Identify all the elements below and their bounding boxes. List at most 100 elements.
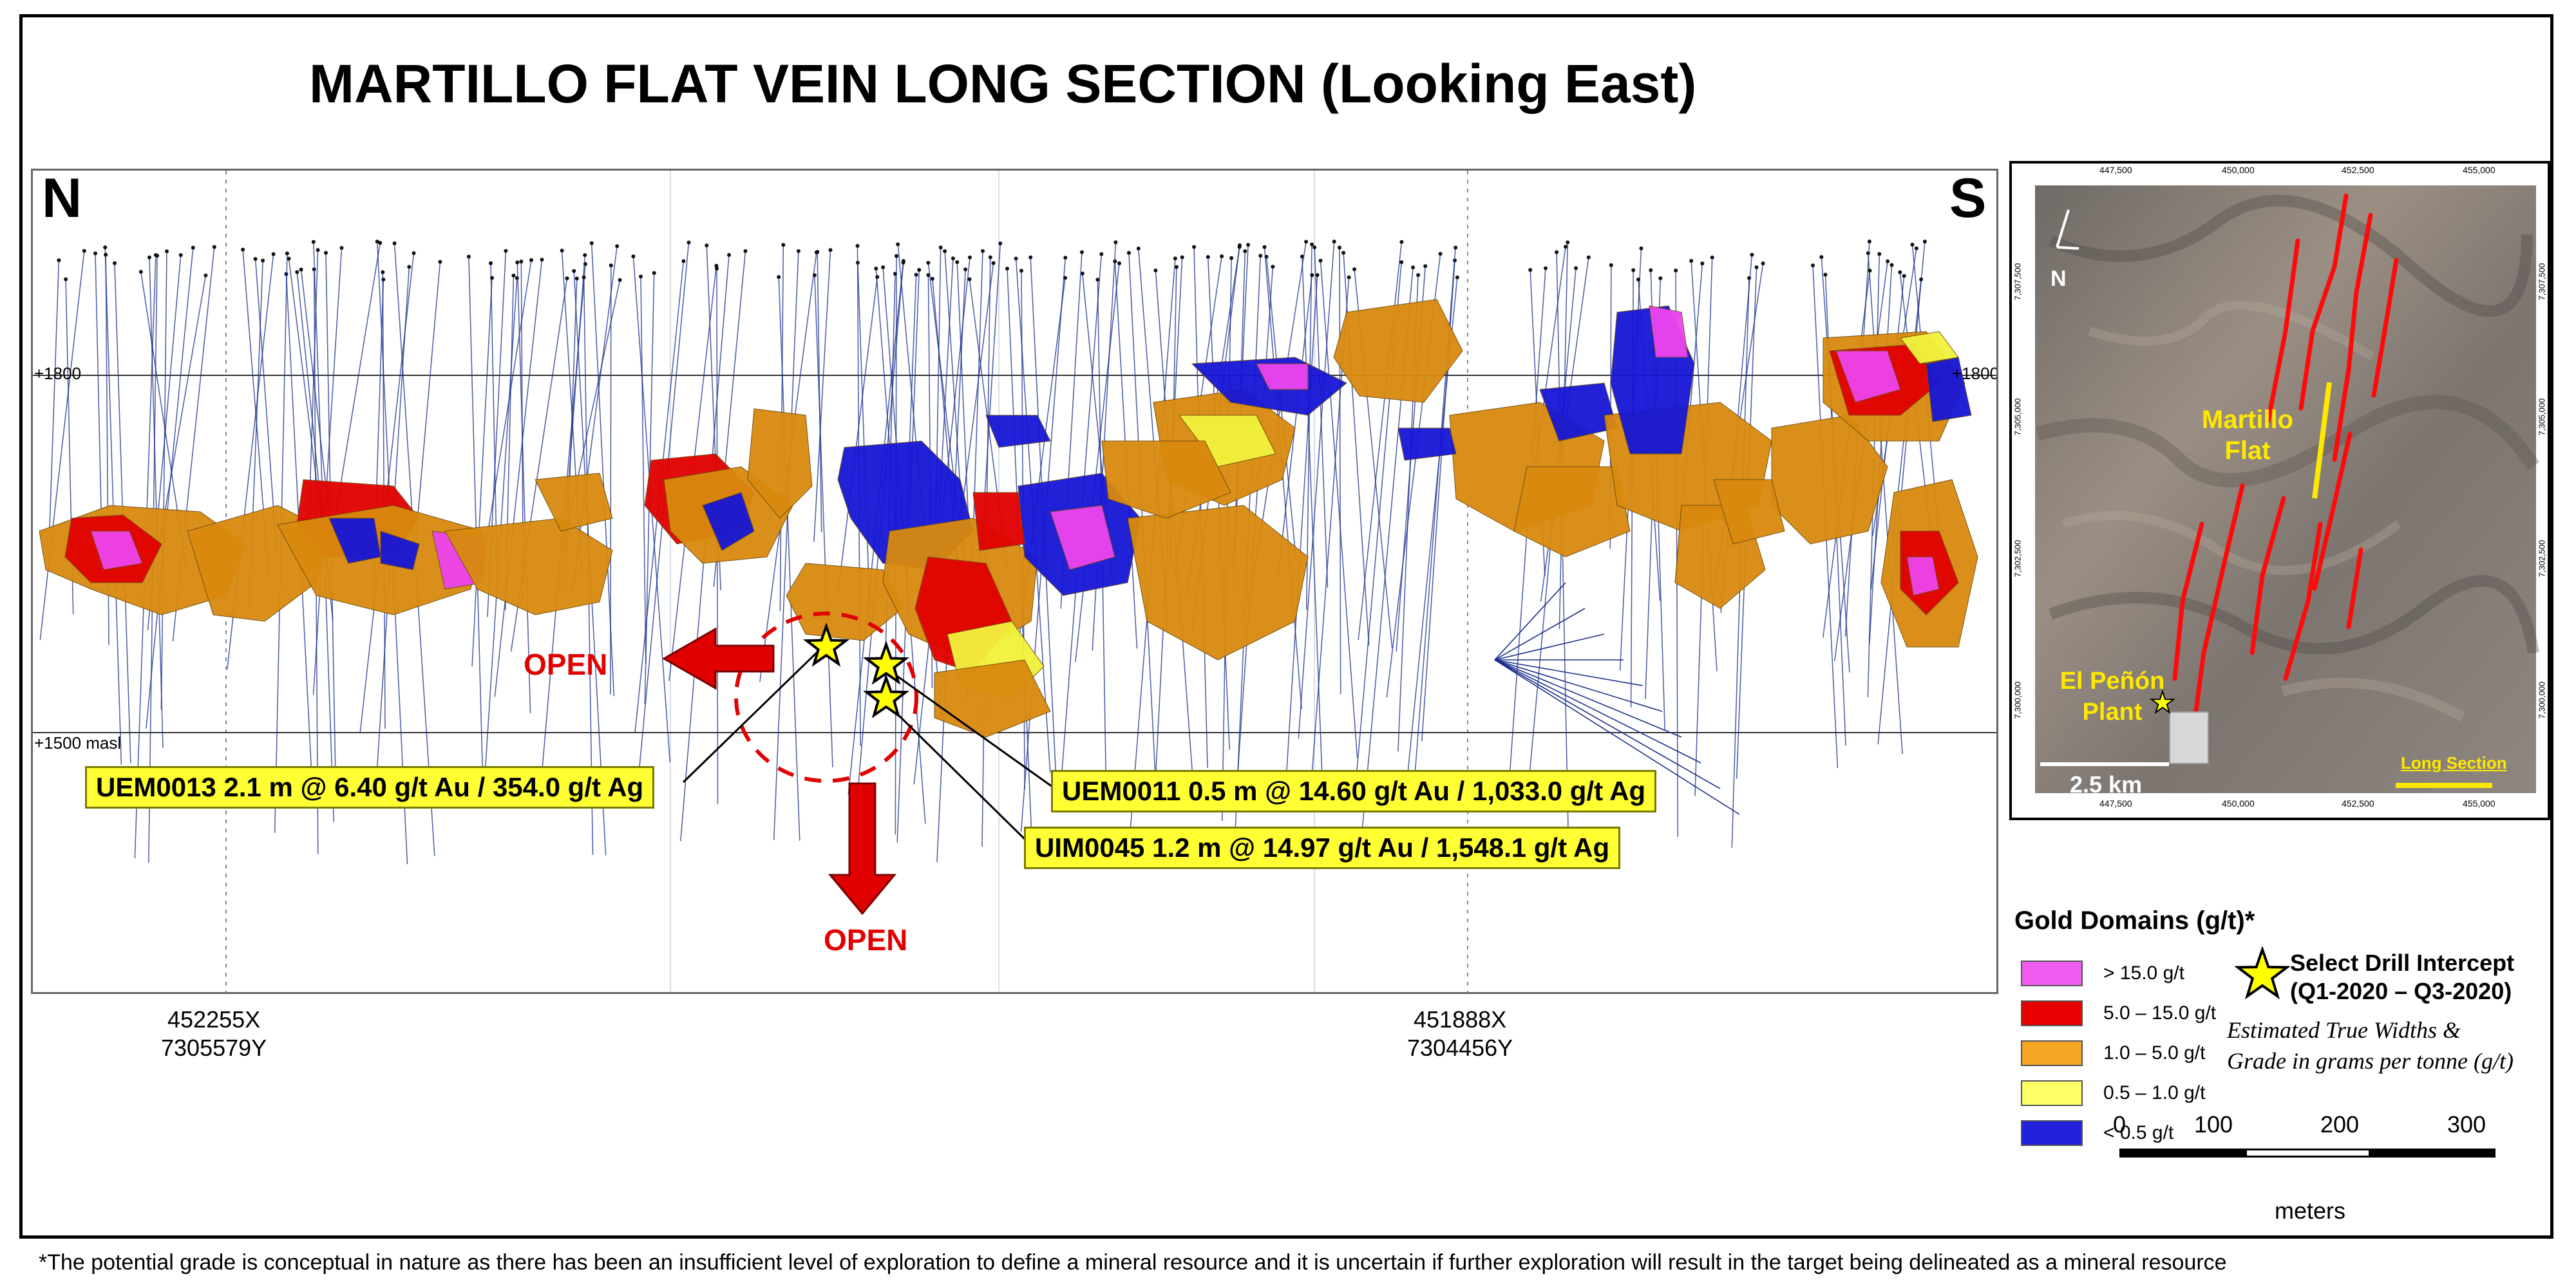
scale-unit-label: meters	[2275, 1197, 2346, 1224]
drillhole-collar	[1566, 240, 1570, 245]
drillhole-collar	[1300, 254, 1304, 259]
drillhole-collar	[490, 276, 494, 280]
north-arrow	[2056, 209, 2079, 250]
legend-title: Gold Domains (g/t)*	[2014, 906, 2255, 935]
drillhole-collar	[324, 250, 328, 255]
drillhole-collar	[926, 261, 931, 265]
select-intercept-line2: (Q1-2020 – Q3-2020)	[2290, 978, 2512, 1004]
drillhole-collar	[1310, 242, 1314, 247]
drillhole-collar	[515, 276, 519, 280]
figure-title: MARTILLO FLAT VEIN LONG SECTION (Looking…	[309, 53, 1697, 114]
drillhole-trace	[146, 247, 194, 729]
drillhole-collar	[1819, 255, 1824, 259]
inset-right-tick: 7,302,500	[2537, 539, 2547, 577]
drillhole-collar	[287, 256, 291, 261]
drillhole-collar	[1315, 273, 1320, 277]
drillhole-trace	[95, 253, 103, 552]
coordinate-right-y: 7304456Y	[1407, 1035, 1513, 1061]
coordinate-left-y: 7305579Y	[161, 1035, 267, 1061]
drillhole-collar	[652, 271, 656, 275]
vein-trace	[2312, 431, 2353, 591]
drillhole-collar	[311, 239, 316, 244]
open-left-label: OPEN	[524, 648, 608, 681]
legend-swatch	[2021, 1080, 2083, 1106]
inset-top-tick: 452,500	[2342, 165, 2374, 175]
select-intercept-star-icon	[2235, 946, 2290, 1000]
martillo-flat-label-line1: Martillo	[2201, 406, 2294, 434]
drillhole-collar	[1689, 259, 1694, 263]
gold-domain-orange	[1513, 466, 1631, 558]
drillhole-collar	[1399, 239, 1404, 244]
drillhole-collar	[1914, 246, 1918, 250]
drillhole-collar	[1574, 266, 1578, 270]
drillhole-collar	[574, 276, 579, 281]
callout-uem0011: UEM0011 0.5 m @ 14.60 g/t Au / 1,033.0 g…	[1051, 770, 1657, 812]
drillhole-collar	[378, 241, 383, 245]
gold-domain-orange	[786, 563, 903, 641]
drill-intercept-star	[862, 640, 910, 685]
drillhole-collar	[295, 270, 299, 274]
drillhole-trace	[1494, 582, 1566, 661]
drillhole-collar	[1639, 246, 1643, 250]
drillhole-trace	[1264, 247, 1302, 709]
plant-star-icon	[2149, 689, 2176, 715]
terrain-texture	[2035, 194, 2540, 722]
drillhole-collar	[316, 248, 320, 252]
drillhole-collar	[901, 261, 905, 265]
open-left-arrow	[661, 627, 775, 690]
satellite-image	[2035, 185, 2536, 793]
inset-bottom-axis: 447,500 450,000 452,500 455,000	[2096, 798, 2533, 818]
martillo-flat-label-line2: Flat	[2224, 436, 2271, 465]
gold-domain-pink	[90, 530, 143, 570]
inset-left-tick: 7,302,500	[2012, 539, 2023, 577]
drillhole-collar	[1229, 256, 1234, 260]
drillhole-collar	[1258, 254, 1263, 258]
drillhole-collar	[1338, 245, 1341, 250]
drillhole-collar	[938, 245, 943, 250]
drillhole-collar	[943, 249, 947, 254]
drillhole-collar	[988, 255, 992, 259]
drillhole-collar	[1246, 243, 1251, 247]
gold-domain-orange	[1713, 479, 1785, 545]
drillhole-collar	[1126, 250, 1131, 255]
drillhole-collar	[705, 243, 709, 248]
drillhole-collar	[489, 261, 493, 265]
drillhole-collar	[881, 265, 886, 270]
drillhole-collar	[917, 268, 922, 272]
drillhole-trace	[160, 251, 167, 709]
drill-intercept-star	[802, 622, 850, 667]
open-zone-circle	[734, 612, 918, 783]
drillhole-trace	[1494, 633, 1605, 661]
drillhole-collar	[1304, 239, 1309, 244]
drillhole-collar	[743, 249, 748, 253]
drillhole-trace	[1193, 247, 1208, 768]
gold-domain-pink	[1649, 305, 1689, 358]
drillhole-collar	[560, 249, 564, 253]
drillhole-trace	[468, 256, 484, 778]
drillhole-collar	[381, 277, 386, 282]
drillhole-trace	[817, 252, 822, 532]
drillhole-collar	[1312, 245, 1317, 250]
el-penon-plant-label-line2: Plant	[2082, 699, 2143, 726]
gold-domain-orange	[934, 659, 1051, 738]
drillhole-collar	[1555, 250, 1559, 254]
gold-domain-pink	[1256, 363, 1309, 390]
drillhole-collar	[951, 256, 955, 261]
drillhole-collar	[515, 260, 520, 265]
drillhole-collar	[639, 274, 643, 279]
scale-tick-300: 300	[2447, 1111, 2486, 1138]
drillhole-collar	[981, 249, 985, 253]
meters-scale-bar: 0 100 200 300	[2113, 1111, 2496, 1163]
drillhole-collar	[1080, 271, 1084, 276]
inset-bottom-tick: 455,000	[2463, 798, 2496, 809]
drillhole-collar	[1438, 252, 1443, 256]
drillhole-collar	[1099, 252, 1104, 256]
inset-north-label: N	[2050, 267, 2067, 291]
drillhole-collar	[1423, 264, 1428, 268]
drillhole-collar	[1153, 268, 1158, 273]
drillhole-collar	[1867, 239, 1871, 244]
drillhole-collar	[1631, 268, 1636, 272]
vein-trace	[2346, 547, 2363, 630]
drillhole-collar	[178, 253, 183, 258]
gold-domain-orange	[1127, 505, 1309, 661]
